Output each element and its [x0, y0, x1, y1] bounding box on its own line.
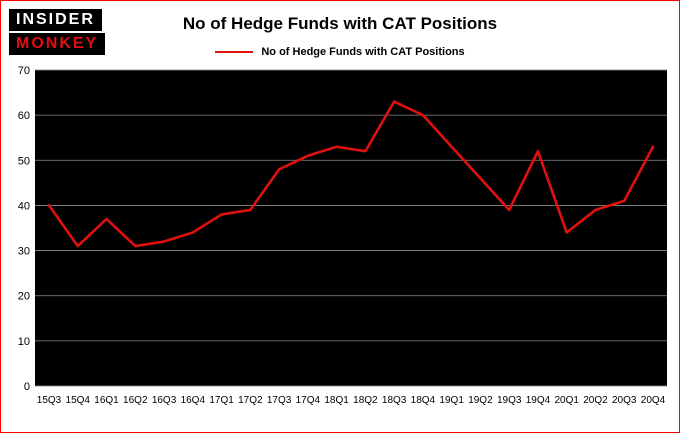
chart-title: No of Hedge Funds with CAT Positions: [182, 14, 498, 33]
x-tick-label: 15Q3: [37, 395, 62, 406]
x-tick-label: 18Q2: [353, 395, 378, 406]
data-line: [47, 100, 655, 248]
y-tick-label: 60: [18, 110, 30, 122]
x-tick-label: 20Q4: [641, 395, 666, 406]
x-tick-label: 17Q3: [267, 395, 292, 406]
chart-area: 0 10 20 30 40 50 60 70 15Q3 15Q4 16Q1 16Q2 16Q3 16Q4 1…: [1, 64, 679, 417]
y-tick-label: 30: [18, 246, 30, 258]
x-tick-label: 19Q4: [526, 395, 551, 406]
logo-line-insider: INSIDER: [9, 9, 102, 31]
x-tick-label: 17Q2: [238, 395, 263, 406]
y-tick-label: 40: [18, 200, 30, 212]
x-tick-label: 16Q3: [152, 395, 177, 406]
x-tick-label: 15Q4: [66, 395, 91, 406]
x-tick-label: 18Q1: [324, 395, 349, 406]
insider-monkey-logo: INSIDER MONKEY: [9, 9, 106, 55]
x-tick-label: 19Q2: [468, 395, 493, 406]
x-tick-label: 18Q3: [382, 395, 407, 406]
x-tick-label: 16Q2: [123, 395, 148, 406]
plot-area: [35, 70, 667, 386]
x-tick-label: 20Q1: [554, 395, 579, 406]
x-tick-label: 16Q4: [181, 395, 206, 406]
y-tick-label: 70: [18, 65, 30, 77]
legend: No of Hedge Funds with CAT Positions: [1, 46, 679, 58]
x-tick-label: 16Q1: [94, 395, 119, 406]
legend-line-swatch: [215, 51, 254, 53]
y-tick-label: 50: [18, 155, 30, 167]
x-tick-label: 19Q1: [439, 395, 464, 406]
y-tick-label: 10: [18, 336, 30, 348]
x-tick-label: 19Q3: [497, 395, 522, 406]
x-tick-label: 20Q3: [612, 395, 637, 406]
y-tick-label: 20: [18, 291, 30, 303]
legend-label: No of Hedge Funds with CAT Positions: [261, 46, 465, 58]
x-tick-label: 20Q2: [583, 395, 608, 406]
x-tick-label: 17Q1: [209, 395, 234, 406]
x-tick-label: 17Q4: [296, 395, 321, 406]
x-tick-label: 18Q4: [411, 395, 436, 406]
y-tick-label: 0: [24, 381, 30, 393]
logo-line-monkey: MONKEY: [9, 33, 106, 55]
